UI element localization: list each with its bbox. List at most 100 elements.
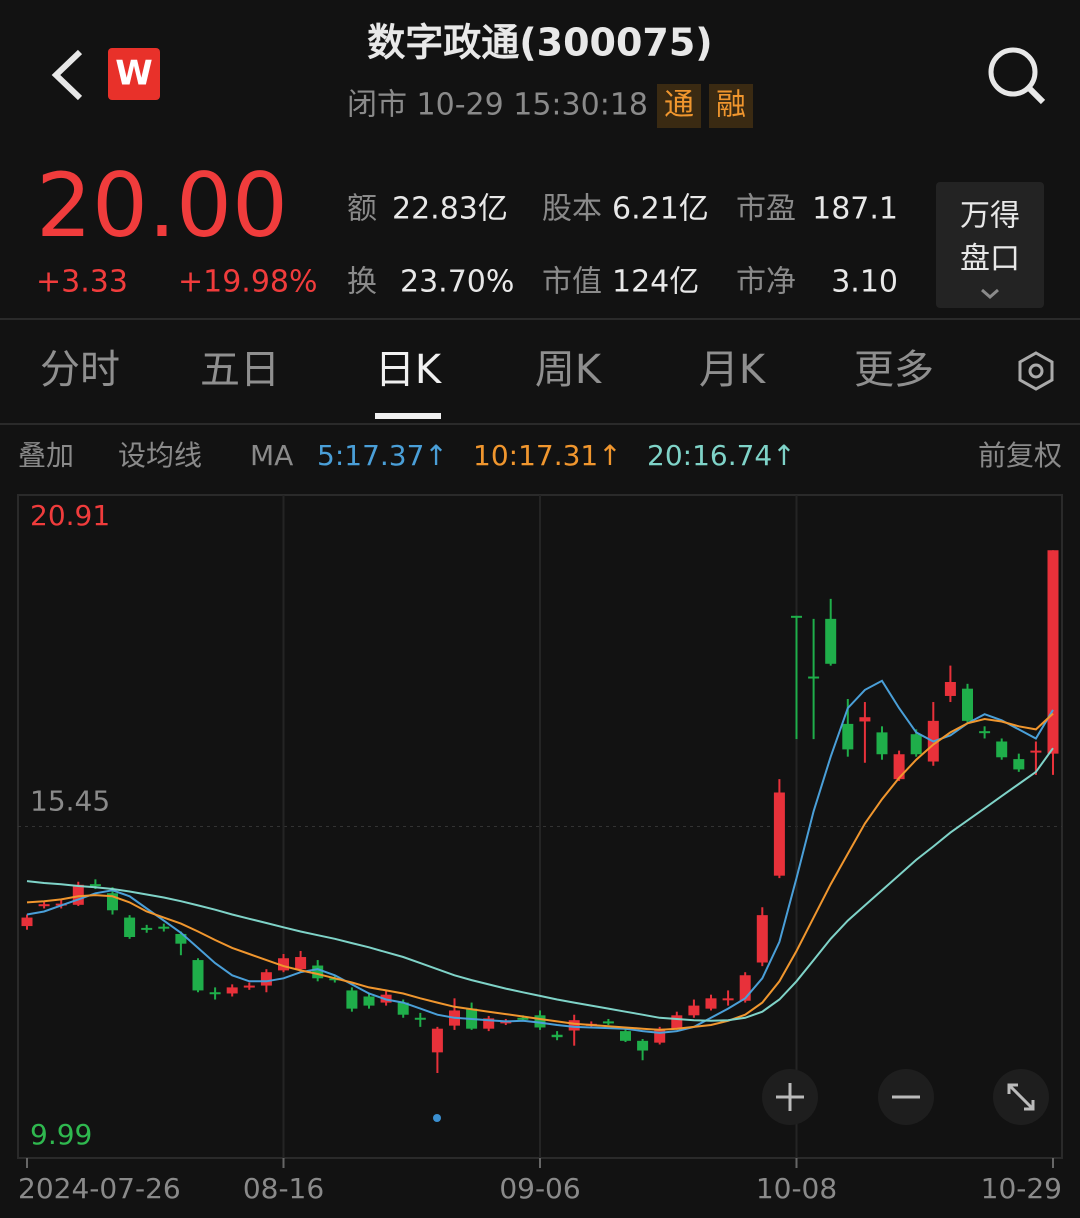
ma-legend: 10:17.31↑ xyxy=(473,439,622,472)
candle-body xyxy=(910,734,922,755)
candle-body xyxy=(346,990,358,1009)
settings-icon xyxy=(1028,363,1044,379)
candle-body xyxy=(534,1015,546,1028)
candle-body xyxy=(944,682,956,696)
y-tick-label: 9.99 xyxy=(30,1118,92,1151)
candle-body xyxy=(739,975,751,1001)
set-ma-button[interactable]: 设均线 xyxy=(118,439,202,472)
candle-body xyxy=(773,792,785,876)
search-button[interactable] xyxy=(988,47,1046,105)
button-text: 盘口 xyxy=(960,242,1020,277)
candle-body xyxy=(602,1021,614,1024)
zoom-in-button[interactable] xyxy=(762,1069,818,1125)
candle-body xyxy=(842,723,854,750)
ma-legend: 20:16.74↑ xyxy=(647,439,796,472)
ma-line xyxy=(26,747,1054,1022)
candle-body xyxy=(756,915,768,963)
candle-body xyxy=(876,732,888,755)
change: +3.33 xyxy=(36,265,128,300)
candle-body xyxy=(38,904,50,907)
candle-body xyxy=(72,884,84,905)
candle-body xyxy=(979,731,991,734)
depth-button[interactable]: 万得 盘口 xyxy=(936,182,1044,308)
candle-body xyxy=(226,987,238,994)
zoom-out-button[interactable] xyxy=(878,1069,934,1125)
candle-body xyxy=(893,754,905,780)
stat-label: 市盈 xyxy=(736,192,796,227)
candle-body xyxy=(483,1018,495,1029)
logo xyxy=(108,48,160,100)
candle-body xyxy=(791,615,802,618)
tab-bar: 分时 五日 日K 周K 月K 更多 xyxy=(40,347,934,419)
back-button[interactable] xyxy=(51,49,83,101)
tab[interactable]: 周K xyxy=(535,347,603,393)
tab-underline xyxy=(375,413,441,419)
candle-body xyxy=(568,1020,580,1031)
icon xyxy=(1007,1083,1018,1094)
y-tick-label: 20.91 xyxy=(30,499,110,532)
x-tick-label: 10-29 xyxy=(981,1172,1062,1205)
x-tick-label: 09-06 xyxy=(499,1172,580,1205)
candle-body xyxy=(859,717,871,722)
stat-label: 换 xyxy=(347,265,377,300)
candle-body xyxy=(1013,759,1025,770)
ma-line xyxy=(26,712,1054,1031)
candle-body xyxy=(158,926,170,929)
candle-body xyxy=(260,972,272,986)
candle-body xyxy=(89,884,101,887)
tab[interactable]: 更多 xyxy=(854,347,934,393)
candle-body xyxy=(551,1034,563,1038)
candle-body xyxy=(397,1002,409,1015)
plot: 9.99 15.45 20.91 2024-07-26 08-16 09-06 10-08 1… xyxy=(18,494,1062,1205)
tab[interactable]: 日K xyxy=(375,347,443,393)
ma-label: MA xyxy=(250,439,293,472)
stat-value: 187.1 xyxy=(812,192,898,227)
tab[interactable]: 月K xyxy=(699,347,767,393)
settings-button[interactable] xyxy=(1018,351,1054,391)
badge xyxy=(709,84,753,128)
candle-body xyxy=(808,676,820,679)
icon xyxy=(1008,1084,1034,1110)
candle-body xyxy=(278,958,289,971)
adjust-button[interactable]: 前复权 xyxy=(978,439,1062,472)
search-icon xyxy=(1026,85,1046,105)
tab[interactable]: 五日 xyxy=(200,347,280,393)
icon xyxy=(1024,1100,1035,1111)
title: 数字政通(300075) xyxy=(367,21,712,65)
stat-value: 6.21亿 xyxy=(612,192,709,227)
badge xyxy=(657,84,701,128)
candle-body xyxy=(21,917,33,927)
stat-value: 22.83亿 xyxy=(392,192,508,227)
candle-body xyxy=(825,618,837,664)
candle-body xyxy=(962,688,973,721)
event-dot xyxy=(433,1114,441,1122)
badge-text: 融 xyxy=(716,88,746,123)
candle-body xyxy=(705,998,717,1009)
candle-body xyxy=(209,992,221,995)
candle-body xyxy=(107,893,118,911)
fullscreen-button[interactable] xyxy=(993,1069,1049,1125)
candle-body xyxy=(175,933,187,944)
candle-body xyxy=(722,998,734,1001)
button-bg xyxy=(936,182,1044,308)
overlay-button[interactable]: 叠加 xyxy=(18,439,74,472)
stat-label: 股本 xyxy=(542,192,602,227)
logo-text: W xyxy=(115,54,153,94)
x-tick-label: 08-16 xyxy=(243,1172,324,1205)
candle-body xyxy=(688,1005,700,1016)
change-pct: +19.98% xyxy=(178,265,318,300)
candle-body xyxy=(312,965,324,979)
candle-body xyxy=(192,960,204,991)
tab[interactable]: 分时 xyxy=(40,347,120,393)
candle-body xyxy=(996,741,1008,758)
ma-legend: 5:17.37↑ xyxy=(317,439,448,472)
candle-body xyxy=(141,927,153,930)
stat-value: 3.10 xyxy=(831,265,898,300)
chevron xyxy=(981,288,999,299)
candle-body xyxy=(517,1017,529,1020)
stat-label: 市值 xyxy=(542,265,602,300)
candle-body xyxy=(1047,550,1059,754)
x-tick-label: 2024-07-26 xyxy=(18,1172,181,1205)
candle-body xyxy=(243,985,255,988)
